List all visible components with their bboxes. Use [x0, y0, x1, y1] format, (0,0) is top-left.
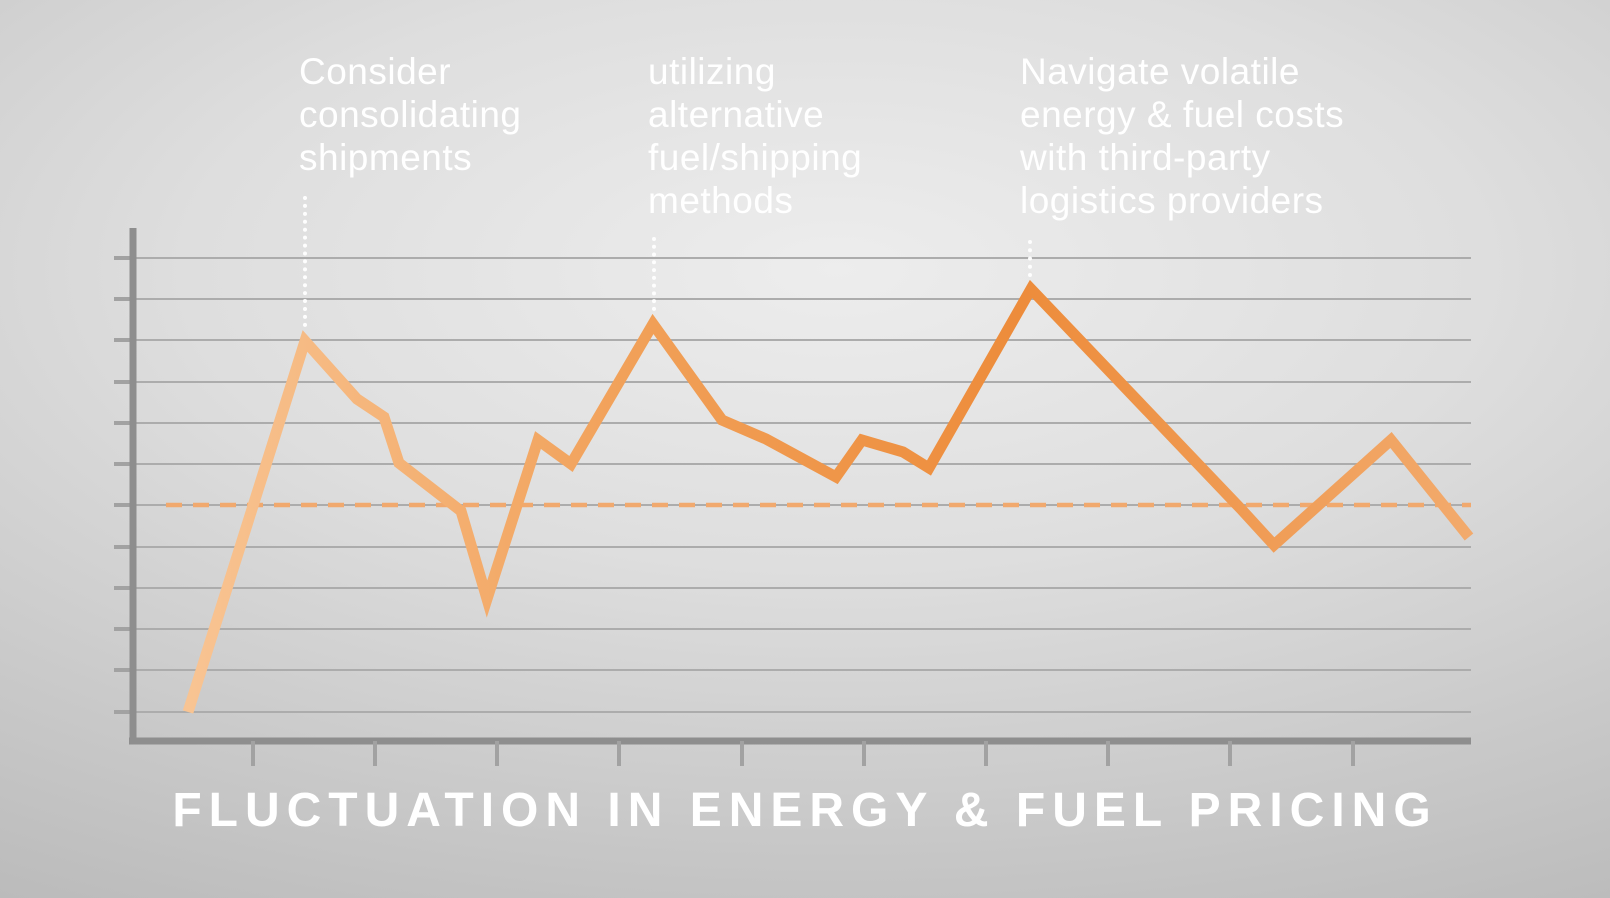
annotation-third-party-logistics: Navigate volatile energy & fuel costs wi…	[1020, 51, 1345, 221]
annotation-connector-dotted-line-3	[1028, 240, 1032, 277]
annotation-connector-dotted-line-1	[303, 196, 307, 327]
annotation-connector-dotted-line-2	[652, 237, 656, 311]
price-fluctuation-line	[182, 279, 1474, 714]
chart-title: FLUCTUATION IN ENERGY & FUEL PRICING	[172, 784, 1438, 837]
annotation-consolidate-shipments: Consider consolidating shipments	[299, 51, 522, 178]
annotation-alternative-fuel-methods: utilizing alternative fuel/shipping meth…	[648, 51, 863, 221]
